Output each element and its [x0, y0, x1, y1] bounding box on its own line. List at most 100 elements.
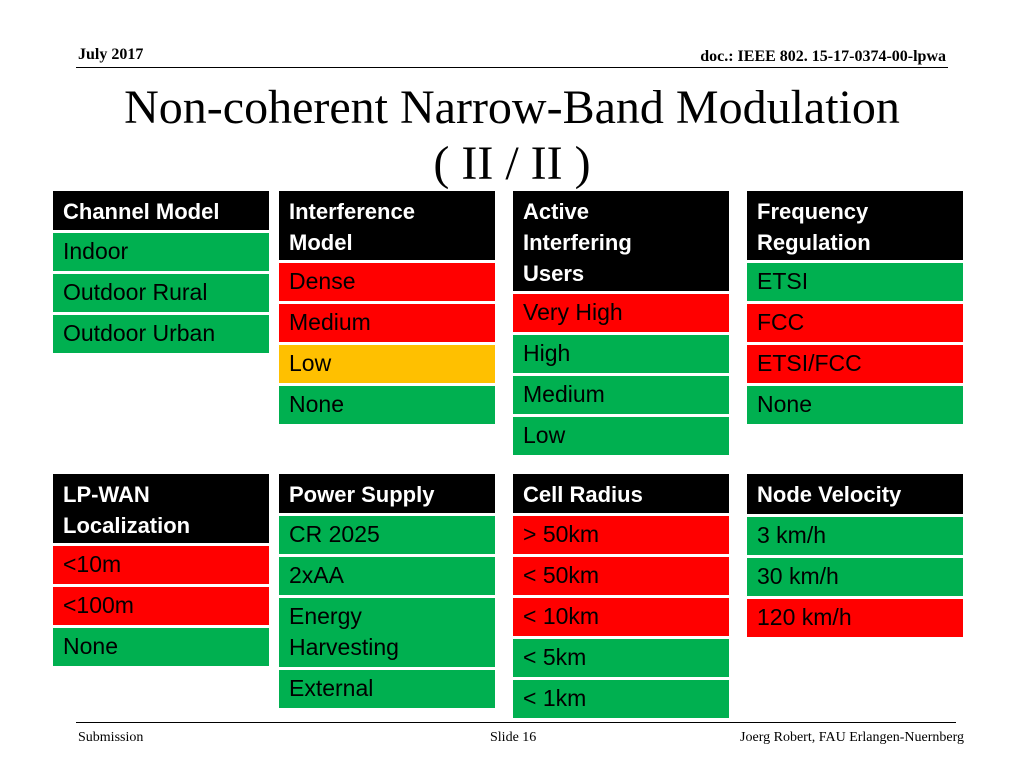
table-header-text: Users	[523, 261, 585, 286]
row-label: ETSI	[757, 268, 809, 294]
table-header: Node Velocity	[747, 474, 963, 517]
slide-title-line2: ( II / II )	[433, 137, 591, 190]
table-row: 3 km/h	[747, 517, 963, 558]
table-row: > 50km	[513, 516, 729, 557]
table-header: Cell Radius	[513, 474, 729, 516]
table-row: Dense	[279, 263, 495, 304]
table-row: <100m	[53, 587, 269, 628]
table-row: < 10km	[513, 598, 729, 639]
table-row: 120 km/h	[747, 599, 963, 640]
table-row: External	[279, 670, 495, 711]
row-label: 2xAA	[289, 562, 344, 588]
table-row: Medium	[279, 304, 495, 345]
table-row: Indoor	[53, 233, 269, 274]
table-header: Active Interfering Users	[513, 191, 729, 294]
table-row: Medium	[513, 376, 729, 417]
table-header: Interference Model	[279, 191, 495, 263]
row-label: CR 2025	[289, 521, 380, 547]
header-doc-id: doc.: IEEE 802. 15-17-0374-00-lpwa	[700, 48, 946, 65]
row-label: Indoor	[63, 238, 129, 264]
table-header-text: Node Velocity	[757, 482, 902, 507]
table-cell-radius: Cell Radius > 50km < 50km < 10km < 5km <…	[513, 474, 729, 721]
table-row: Outdoor Rural	[53, 274, 269, 315]
table-frequency-regulation: Frequency Regulation ETSI FCC ETSI/FCC N…	[747, 191, 963, 427]
table-header: Channel Model	[53, 191, 269, 233]
table-row: None	[747, 386, 963, 427]
table-row: Very High	[513, 294, 729, 335]
row-label: Outdoor Urban	[63, 320, 216, 346]
row-label: < 1km	[523, 685, 587, 711]
row-label: < 5km	[523, 644, 587, 670]
row-label: High	[523, 340, 571, 366]
table-row: ETSI	[747, 263, 963, 304]
row-label: FCC	[757, 309, 805, 335]
table-header-text: Localization	[63, 513, 191, 538]
row-label: < 10km	[523, 603, 600, 629]
row-label: 3 km/h	[757, 522, 827, 548]
header-date: July 2017	[78, 46, 144, 63]
table-node-velocity: Node Velocity 3 km/h 30 km/h 120 km/h	[747, 474, 963, 640]
row-label: None	[63, 633, 118, 659]
table-header-text: Cell Radius	[523, 482, 643, 507]
footer-slide-number: Slide 16	[490, 730, 537, 745]
footer-submission: Submission	[78, 730, 144, 745]
table-row: ETSI/FCC	[747, 345, 963, 386]
row-label: Outdoor Rural	[63, 279, 208, 305]
table-channel-model: Channel Model Indoor Outdoor Rural Outdo…	[53, 191, 269, 356]
table-row: CR 2025	[279, 516, 495, 557]
table-row: Energy Harvesting	[279, 598, 495, 670]
table-header: Power Supply	[279, 474, 495, 516]
table-header-text: Interference	[289, 199, 415, 224]
slide-title-line1: Non-coherent Narrow-Band Modulation	[124, 81, 900, 134]
table-header-text: LP-WAN	[63, 482, 150, 507]
footer-author: Joerg Robert, FAU Erlangen-Nuernberg	[740, 730, 964, 745]
row-label: <10m	[63, 551, 122, 577]
row-label: Energy	[289, 603, 362, 629]
row-label: 30 km/h	[757, 563, 839, 589]
footer-divider	[76, 722, 956, 723]
table-header-text: Interfering	[523, 230, 632, 255]
row-label: Low	[523, 422, 566, 448]
table-row: Outdoor Urban	[53, 315, 269, 356]
table-row: 30 km/h	[747, 558, 963, 599]
table-lpwan-localization: LP-WAN Localization <10m <100m None	[53, 474, 269, 669]
table-header-text: Frequency	[757, 199, 869, 224]
table-header-text: Channel Model	[63, 199, 220, 224]
table-row: High	[513, 335, 729, 376]
table-header: Frequency Regulation	[747, 191, 963, 263]
table-row: None	[279, 386, 495, 427]
table-header: LP-WAN Localization	[53, 474, 269, 546]
table-header-text: Power Supply	[289, 482, 435, 507]
table-header-text: Model	[289, 230, 353, 255]
table-header-text: Regulation	[757, 230, 871, 255]
table-row: < 1km	[513, 680, 729, 721]
table-row: <10m	[53, 546, 269, 587]
table-row: None	[53, 628, 269, 669]
table-row: Low	[513, 417, 729, 458]
table-interference-model: Interference Model Dense Medium Low None	[279, 191, 495, 427]
row-label: Harvesting	[289, 634, 399, 660]
row-label: < 50km	[523, 562, 600, 588]
row-label: None	[289, 391, 344, 417]
table-row: Low	[279, 345, 495, 386]
row-label: Medium	[523, 381, 605, 407]
table-row: 2xAA	[279, 557, 495, 598]
row-label: Dense	[289, 268, 356, 294]
table-row: < 50km	[513, 557, 729, 598]
table-row: < 5km	[513, 639, 729, 680]
row-label: External	[289, 675, 374, 701]
row-label: None	[757, 391, 812, 417]
table-header-text: Active	[523, 199, 590, 224]
header-divider	[76, 67, 948, 68]
table-row: FCC	[747, 304, 963, 345]
row-label: 120 km/h	[757, 604, 852, 630]
slide-title: Non-coherent Narrow-Band Modulation ( II…	[0, 80, 1024, 192]
table-power-supply: Power Supply CR 2025 2xAA Energy Harvest…	[279, 474, 495, 711]
row-label: <100m	[63, 592, 134, 618]
table-active-interfering-users: Active Interfering Users Very High High …	[513, 191, 729, 458]
row-label: Medium	[289, 309, 371, 335]
row-label: > 50km	[523, 521, 600, 547]
row-label: Very High	[523, 299, 623, 325]
row-label: Low	[289, 350, 332, 376]
row-label: ETSI/FCC	[757, 350, 862, 376]
